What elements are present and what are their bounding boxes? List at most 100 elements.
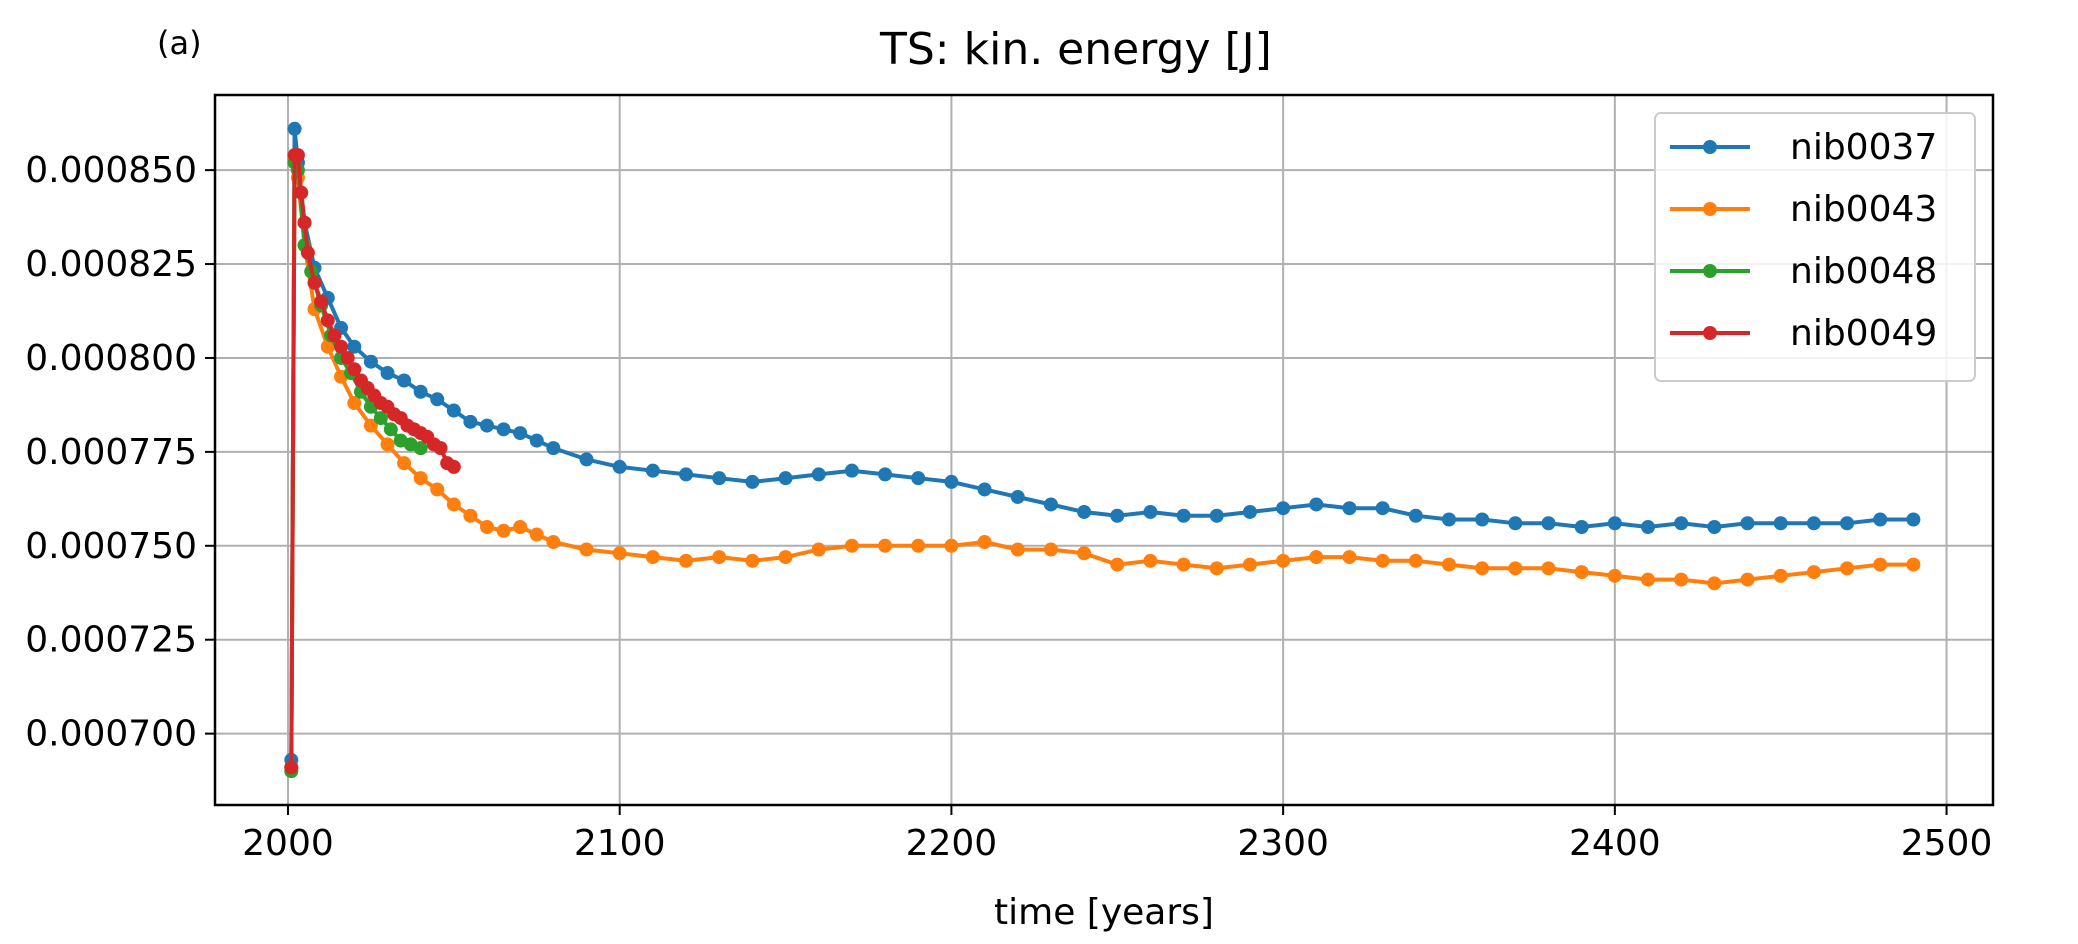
data-point [1740,516,1755,531]
data-point [1143,504,1158,519]
data-point [1707,520,1722,535]
data-point [679,553,694,568]
legend-label: nib0043 [1790,189,1937,230]
data-point [327,328,342,343]
legend-label: nib0048 [1790,251,1937,292]
legend-label: nib0037 [1790,127,1937,168]
data-point [413,471,428,486]
data-point [1110,508,1125,523]
data-point [1574,520,1589,535]
legend-label: nib0049 [1790,313,1937,354]
data-point [1541,516,1556,531]
x-tick-label: 2100 [574,823,666,864]
data-point [294,185,309,200]
data-point [878,538,893,553]
data-point [1375,501,1390,516]
data-point [944,474,959,489]
data-point [480,418,495,433]
data-point [1043,542,1058,557]
data-point [380,365,395,380]
data-point [287,121,302,136]
data-point [284,760,299,775]
y-tick-label: 0.000825 [25,244,197,285]
data-point [1873,557,1888,572]
y-tick-label: 0.000725 [25,620,197,661]
data-point [347,339,362,354]
data-point [1773,516,1788,531]
x-tick-label: 2500 [1901,823,1993,864]
data-point [480,520,495,535]
data-point [1276,553,1291,568]
data-point [314,294,329,309]
data-point [645,463,660,478]
data-point [1408,553,1423,568]
data-point [745,553,760,568]
data-point [1607,568,1622,583]
data-point [383,422,398,437]
data-point [397,373,412,388]
data-point [911,538,926,553]
data-point [778,471,793,486]
data-point [413,384,428,399]
y-tick-label: 0.000750 [25,526,197,567]
data-point [529,433,544,448]
series-line [289,153,455,768]
data-point [433,441,448,456]
data-point [463,508,478,523]
data-point [496,523,511,538]
data-point [1773,568,1788,583]
data-point [513,520,528,535]
x-tick-label: 2000 [242,823,334,864]
data-point [1209,561,1224,576]
data-point [1077,546,1092,561]
data-point [1077,504,1092,519]
series-nib0037 [284,121,1921,767]
data-point [1176,557,1191,572]
x-tick-label: 2400 [1569,823,1661,864]
data-point [1508,561,1523,576]
y-tick-label: 0.000800 [25,338,197,379]
chart-title: TS: kin. energy [J] [880,24,1272,75]
data-point [529,527,544,542]
data-point [347,362,362,377]
data-point [1607,516,1622,531]
data-point [1806,516,1821,531]
data-point [712,471,727,486]
data-point [290,148,305,163]
y-tick-label: 0.000700 [25,714,197,755]
data-point [645,550,660,565]
data-point [1707,576,1722,591]
data-point [745,474,760,489]
data-point [340,350,355,365]
data-point [430,482,445,497]
data-point [1276,501,1291,516]
data-point [297,215,312,230]
data-point [844,538,859,553]
data-point [300,245,315,260]
data-point [496,422,511,437]
data-point [347,396,362,411]
x-axis-ticks: 2000 2100 2200 2300 2400 2500 [242,805,1992,864]
series-layer [284,121,1921,779]
data-point [1110,557,1125,572]
data-point [1508,516,1523,531]
data-point [944,538,959,553]
data-point [579,542,594,557]
data-point [1441,512,1456,527]
data-point [446,403,461,418]
data-point [679,467,694,482]
data-point [1043,497,1058,512]
data-point [446,459,461,474]
data-point [1342,501,1357,516]
data-point [320,339,335,354]
data-point [546,535,561,550]
data-point [373,411,388,426]
x-tick-label: 2300 [1237,823,1329,864]
data-point [334,339,349,354]
data-point [397,456,412,471]
data-point [1143,553,1158,568]
data-point [712,550,727,565]
data-point [811,467,826,482]
legend: nib0037 nib0043 nib0048 nib0049 [1654,112,1976,382]
data-point [1309,497,1324,512]
